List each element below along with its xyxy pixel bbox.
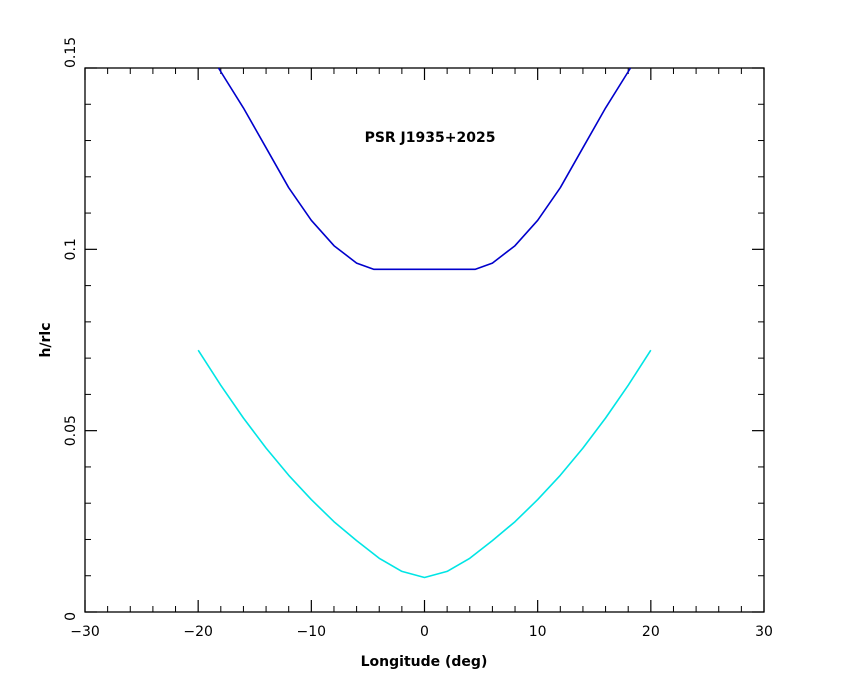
tick-labels: −30 −20 −10 0 10 20 30 0 0.05 0.1 0.15 xyxy=(63,37,773,640)
x-tick-label: 30 xyxy=(755,624,773,640)
x-tick-label: −10 xyxy=(297,624,327,640)
y-tick-label: 0 xyxy=(63,612,79,621)
x-tick-label: 20 xyxy=(642,624,660,640)
series-line-1 xyxy=(217,67,632,271)
x-tick-label: 10 xyxy=(529,624,547,640)
x-axis-label: Longitude (deg) xyxy=(361,654,488,670)
y-tick-label: 0.15 xyxy=(63,37,79,68)
y-tick-label: 0.1 xyxy=(63,238,79,260)
y-axis-label: h/rlc xyxy=(38,322,54,357)
x-tick-label: −30 xyxy=(70,624,100,640)
x-tick-label: −20 xyxy=(183,624,213,640)
y-tick-label: 0.05 xyxy=(63,415,79,446)
series-group xyxy=(197,67,652,579)
series-line-2 xyxy=(197,349,652,579)
axis-ticks xyxy=(84,67,765,613)
chart-annotation: PSR J1935+2025 xyxy=(365,130,496,146)
plot-frame xyxy=(84,67,765,613)
x-tick-label: 0 xyxy=(420,624,429,640)
